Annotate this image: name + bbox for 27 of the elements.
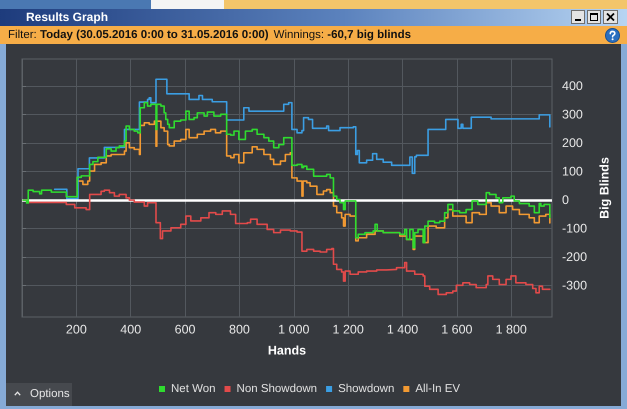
x-tick-label: 400 (120, 322, 142, 336)
chart-title: Results Graph (26, 9, 108, 26)
chart-subtitle: Filter: Today (30.05.2016 0:00 to 31.05.2016 0:00) (8, 29, 269, 41)
x-tick-label: 1 400 (386, 322, 418, 336)
y-tick-label: 300 (562, 108, 583, 122)
y-tick-label: -100 (562, 222, 588, 236)
x-tick-label: 1 200 (332, 322, 364, 336)
x-axis-title: Hands (268, 344, 306, 358)
x-tick-label: 1 800 (496, 322, 527, 336)
text: Options (30, 387, 70, 402)
x-tick-label: 800 (229, 322, 250, 336)
y-tick-label: 400 (562, 79, 583, 94)
legend-label: Non Showdown (236, 383, 318, 395)
y-tick-label: 0 (562, 193, 569, 208)
y-axis-title: Big Blinds (597, 157, 612, 219)
text: Winnings: -60,7 big blinds (274, 29, 411, 41)
legend-label: All-In EV (415, 383, 460, 395)
legend-label: Net Won (171, 383, 216, 395)
x-tick-label: 600 (174, 322, 196, 336)
x-tick-label: 1 000 (278, 322, 310, 336)
y-tick-label: -300 (562, 278, 588, 293)
y-tick-label: -200 (562, 250, 588, 264)
y-tick-label: 100 (562, 164, 583, 179)
x-tick-label: 200 (66, 322, 87, 336)
x-tick-label: 1 600 (441, 322, 473, 336)
legend-label: Showdown (338, 383, 394, 395)
y-tick-label: 200 (562, 136, 583, 150)
